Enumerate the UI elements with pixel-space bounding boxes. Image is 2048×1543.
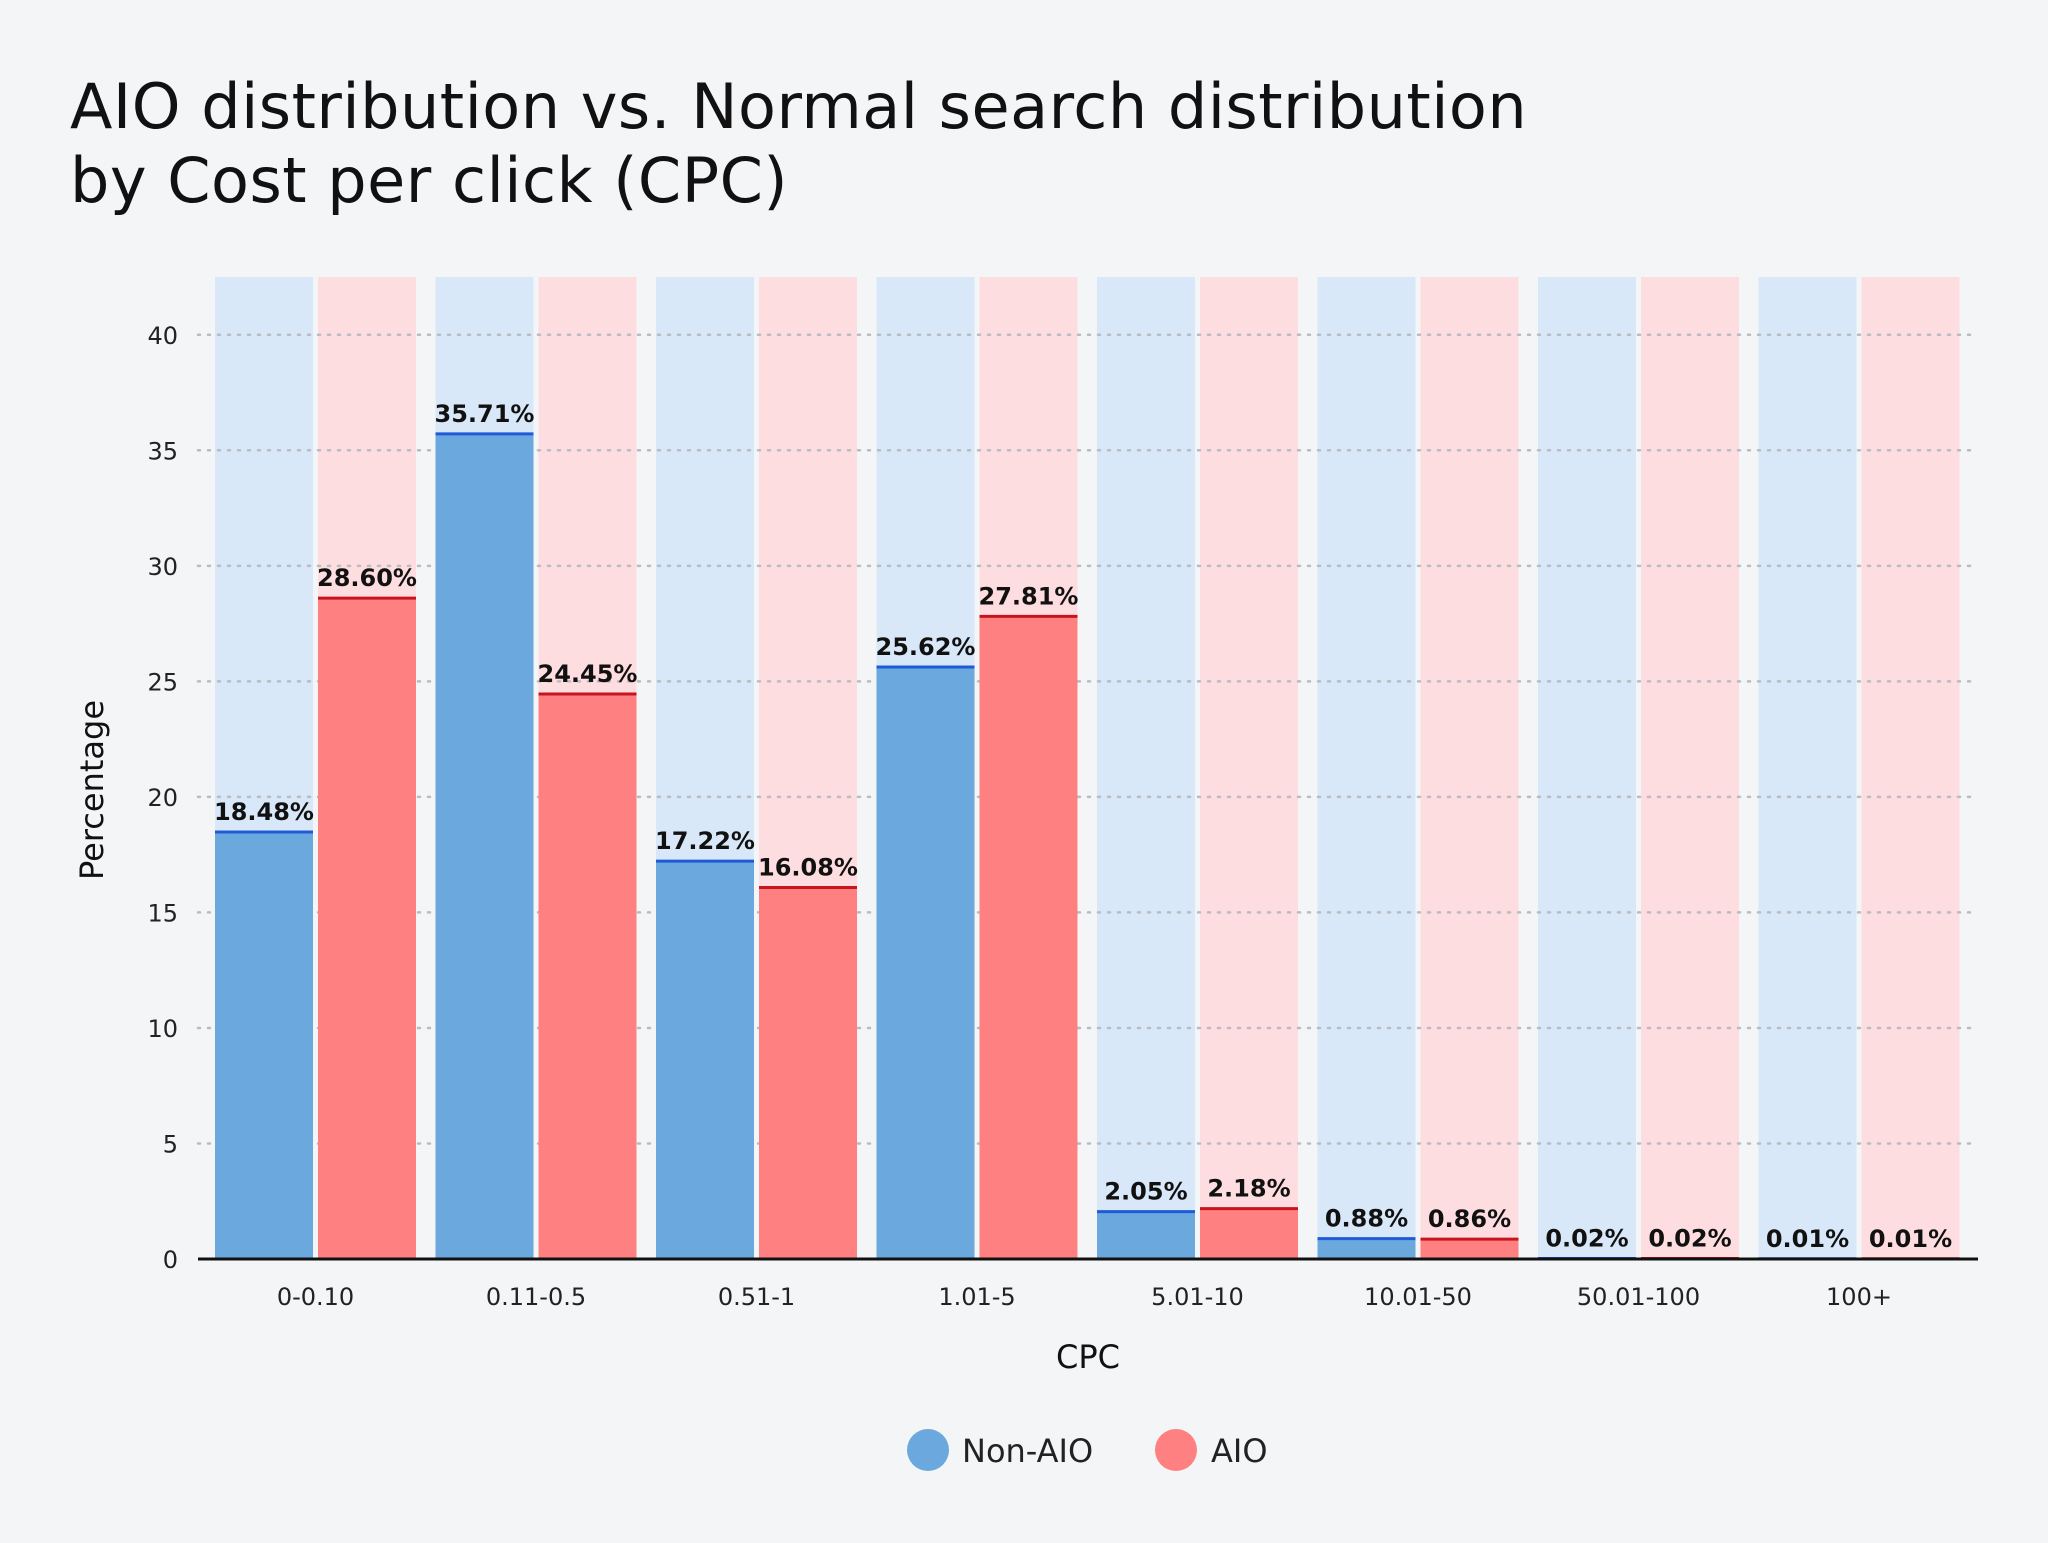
data-label: 24.45% (538, 660, 638, 688)
data-label: 0.01% (1869, 1225, 1952, 1253)
data-label: 17.22% (655, 827, 755, 855)
bar-aio (538, 694, 637, 1259)
data-label: 0.01% (1766, 1225, 1849, 1253)
bar-background (1200, 277, 1298, 1259)
legend-swatch-non-aio (907, 1429, 949, 1471)
data-label: 0.88% (1325, 1205, 1408, 1233)
bar-background (1097, 277, 1195, 1259)
x-tick-label: 1.01-5 (938, 1283, 1015, 1311)
bar-background (1861, 277, 1960, 1259)
bar-non-aio (435, 433, 534, 1260)
data-label: 18.48% (214, 798, 314, 826)
data-labels: 18.48% 28.60% 35.71% 24.45% 17.22%16.08% 25.6… (214, 400, 1952, 1253)
legend-swatch-aio (1155, 1429, 1197, 1471)
bar-non-aio (1097, 1211, 1195, 1259)
data-label: 0.02% (1648, 1225, 1731, 1253)
data-label: 0.02% (1545, 1225, 1628, 1253)
y-tick-label: 30 (147, 553, 178, 581)
x-tick-label: 0-0.10 (277, 1283, 354, 1311)
x-tick-label: 50.01-100 (1577, 1283, 1700, 1311)
x-tick-label: 5.01-10 (1151, 1283, 1244, 1311)
y-tick-label: 35 (147, 437, 178, 465)
x-tick-label: 0.51-1 (718, 1283, 795, 1311)
bars (215, 432, 1960, 1261)
data-label: 35.71% (435, 400, 535, 428)
chart-title-line-2: by Cost per click (CPC) (70, 144, 789, 217)
data-label: 27.81% (979, 582, 1079, 610)
y-tick-label: 20 (147, 784, 178, 812)
data-label: 2.05% (1104, 1178, 1187, 1206)
bar-aio (979, 616, 1078, 1259)
axes: 0 5 10 15 20 25 30 35 40 0-0.10 0.11-0.5 0.51-1 1.01… (147, 322, 1978, 1311)
bar-background (1538, 277, 1636, 1259)
bar-non-aio (656, 861, 754, 1259)
data-label: 0.86% (1428, 1205, 1511, 1233)
chart-title-line-1: AIO distribution vs. Normal search distr… (70, 70, 1528, 143)
bar-aio (318, 598, 416, 1259)
bar-aio (1420, 1239, 1519, 1259)
y-tick-label: 40 (147, 322, 178, 350)
legend: Non-AIO AIO (907, 1429, 1268, 1471)
bar-aio (1200, 1208, 1298, 1259)
legend-label-aio: AIO (1211, 1432, 1268, 1470)
data-label: 2.18% (1207, 1175, 1290, 1203)
x-tick-label: 100+ (1826, 1283, 1892, 1311)
legend-label-non-aio: Non-AIO (962, 1432, 1093, 1470)
y-axis-label: Percentage (73, 700, 111, 880)
bar-non-aio (1317, 1238, 1416, 1259)
y-tick-label: 10 (147, 1015, 178, 1043)
bar-background (1317, 277, 1416, 1259)
chart-title: AIO distribution vs. Normal search distr… (70, 70, 1527, 218)
bar-non-aio (876, 667, 975, 1259)
bar-background (1758, 277, 1857, 1259)
x-axis-label: CPC (1056, 1338, 1120, 1376)
y-tick-label: 15 (147, 899, 178, 927)
x-tick-label: 10.01-50 (1364, 1283, 1472, 1311)
bar-non-aio (215, 832, 313, 1259)
data-label: 25.62% (876, 633, 976, 661)
grid-lines (196, 333, 1980, 1145)
y-tick-label: 0 (163, 1246, 178, 1274)
data-label: 28.60% (317, 564, 417, 592)
bar-background (1420, 277, 1519, 1259)
y-tick-label: 25 (147, 668, 178, 696)
x-tick-label: 0.11-0.5 (486, 1283, 586, 1311)
bar-aio (759, 887, 857, 1259)
bar-background (1641, 277, 1739, 1259)
data-label: 16.08% (758, 853, 858, 881)
y-tick-label: 5 (163, 1130, 178, 1158)
